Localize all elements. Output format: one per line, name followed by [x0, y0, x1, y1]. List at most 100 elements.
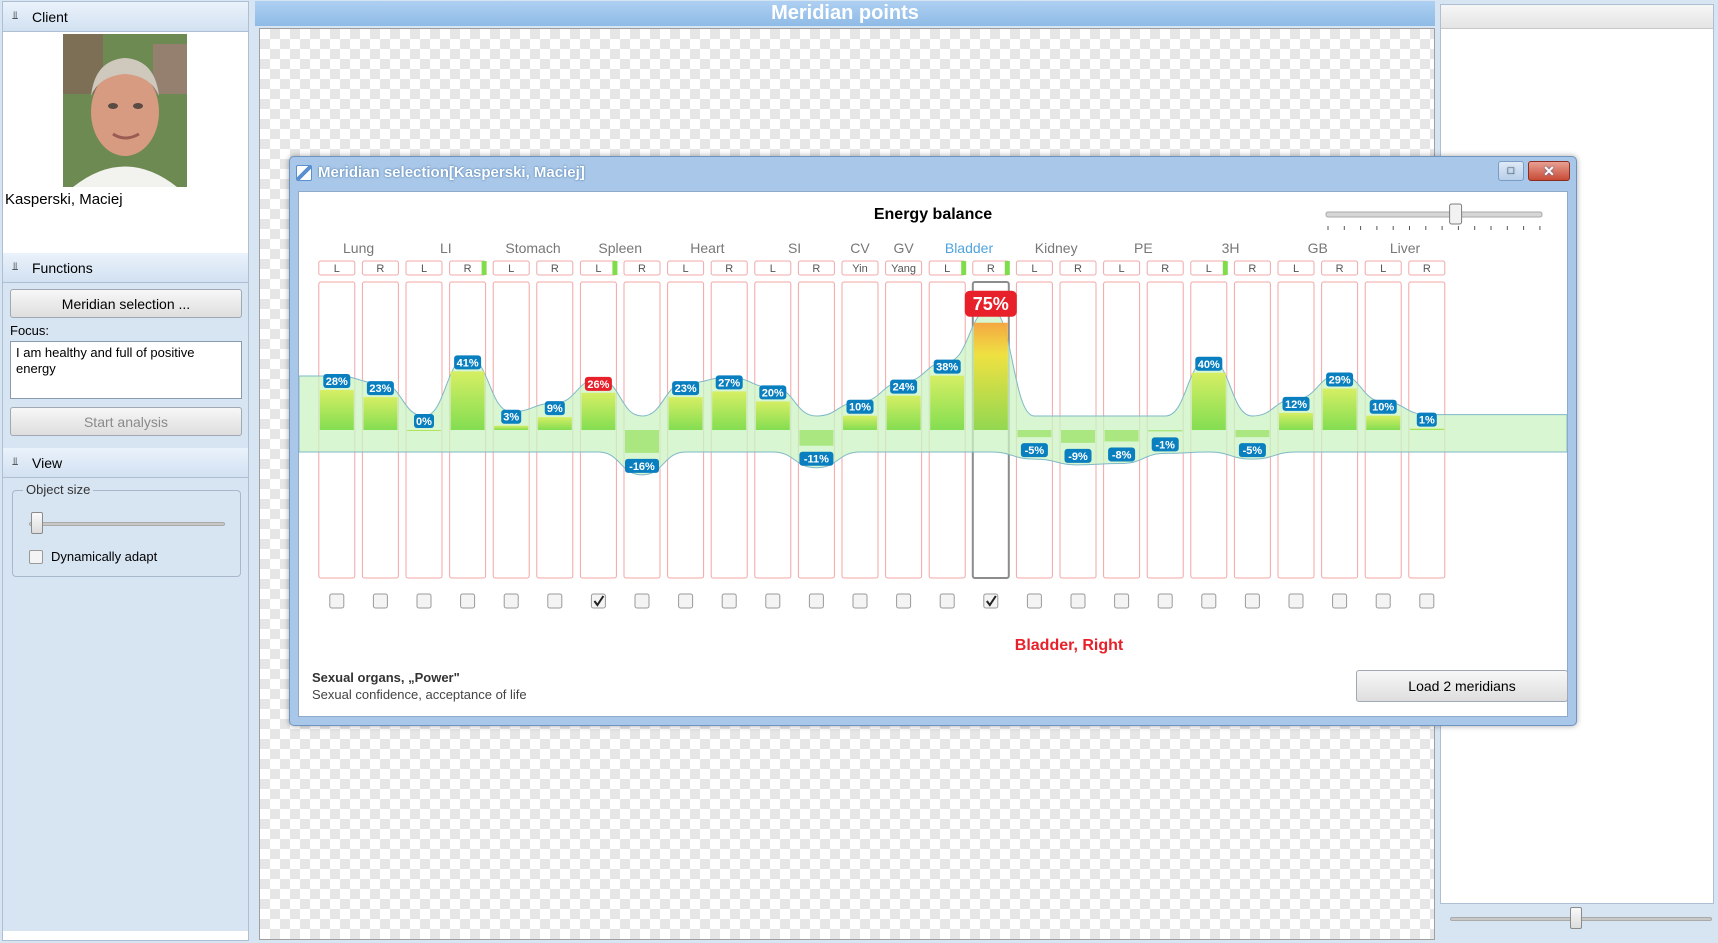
energy-bar — [843, 415, 877, 430]
meridian-name-si: SI — [788, 240, 801, 256]
meridian-checkbox[interactable] — [1114, 593, 1130, 609]
side-tag-l: L — [421, 263, 427, 275]
meridian-checkbox[interactable] — [896, 593, 912, 609]
focus-label: Focus: — [10, 323, 50, 338]
side-tag-box — [1146, 260, 1184, 276]
client-section-header[interactable]: ⫫ Client — [3, 2, 248, 32]
energy-bar — [886, 395, 921, 430]
meridian-checkbox[interactable] — [634, 593, 650, 609]
meridian-checkbox[interactable] — [1157, 593, 1173, 609]
value-label: 3% — [503, 412, 519, 424]
value-label: 24% — [893, 382, 915, 394]
energy-bar — [407, 430, 441, 431]
meridian-checkbox[interactable] — [547, 593, 563, 609]
value-label-bg — [1151, 437, 1179, 452]
energy-bar — [1366, 415, 1401, 430]
value-label: 23% — [675, 383, 697, 395]
value-label: -9% — [1068, 451, 1088, 463]
functions-body: Meridian selection ... Focus: I am healt… — [3, 283, 248, 448]
meridian-selection-button[interactable]: Meridian selection ... — [10, 289, 242, 318]
meridian-checkbox[interactable] — [460, 593, 476, 609]
meridian-checkbox[interactable] — [939, 593, 955, 609]
load-meridians-button[interactable]: Load 2 meridians — [1356, 670, 1568, 702]
object-size-slider-track[interactable] — [29, 522, 225, 526]
energy-bar — [973, 322, 1008, 430]
value-label: -5% — [1025, 445, 1045, 457]
pen-icon — [296, 164, 312, 181]
object-size-label: Object size — [23, 482, 94, 497]
focus-textarea[interactable]: I am healthy and full of positive energy — [10, 341, 242, 399]
side-tag-yang: Yang — [891, 263, 916, 275]
side-tag-l: L — [944, 263, 950, 275]
energy-bar — [625, 430, 659, 453]
side-tag-r: R — [987, 263, 995, 275]
side-tag-indicator — [1222, 261, 1228, 275]
side-tag-box — [1408, 260, 1446, 276]
meridian-checkbox[interactable] — [721, 593, 737, 609]
view-body: Object size Dynamically adapt — [3, 478, 248, 931]
side-tag-box — [623, 260, 661, 276]
balance-slider[interactable] — [1320, 202, 1552, 238]
meridian-name-gv: GV — [893, 240, 914, 256]
energy-bar — [930, 375, 965, 430]
value-label-bg — [501, 409, 522, 424]
client-photo — [63, 34, 187, 187]
side-tag-box — [492, 260, 530, 276]
meridian-checkbox[interactable] — [765, 593, 781, 609]
value-label: 41% — [457, 357, 479, 369]
meridian-checkbox[interactable] — [1375, 593, 1391, 609]
chevron-collapse-icon[interactable]: ⫫ — [12, 10, 19, 22]
value-label-bg — [414, 414, 434, 428]
selected-meridian-label: Bladder, Right — [1014, 637, 1124, 654]
object-size-slider-thumb[interactable] — [31, 512, 43, 534]
energy-bar — [755, 401, 790, 430]
value-label-bg — [1064, 448, 1092, 463]
maximize-icon[interactable]: □ — [1498, 161, 1524, 181]
side-tag-box — [1277, 260, 1315, 276]
chevron-collapse-icon[interactable]: ⫫ — [12, 261, 19, 273]
value-label-bg — [584, 376, 612, 391]
meridian-checkbox[interactable] — [1201, 593, 1217, 609]
view-section-header[interactable]: ⫫ View — [3, 448, 248, 478]
meridian-checkbox[interactable] — [1332, 593, 1348, 609]
dynamically-adapt-checkbox[interactable] — [29, 549, 43, 564]
value-label: 29% — [1329, 375, 1351, 387]
meridian-checkbox[interactable] — [1026, 593, 1042, 609]
side-tag-box — [1059, 260, 1097, 276]
meridian-name-cv: CV — [850, 240, 870, 256]
dynamically-adapt-row[interactable]: Dynamically adapt — [29, 549, 157, 564]
start-analysis-button[interactable]: Start analysis — [10, 407, 242, 436]
dialog-title: Meridian selection[Kasperski, Maciej] — [318, 164, 585, 181]
meridian-checkbox[interactable] — [1419, 593, 1435, 609]
value-label: 38% — [936, 362, 958, 374]
side-tag-indicator — [961, 261, 967, 275]
meridian-checkbox[interactable] — [329, 593, 345, 609]
meridian-checkbox[interactable] — [372, 593, 388, 609]
balance-slider-track[interactable] — [1325, 211, 1543, 218]
side-tag-l: L — [508, 263, 514, 275]
functions-section-header[interactable]: ⫫ Functions — [3, 253, 248, 283]
side-tag-box — [1233, 260, 1271, 276]
meridian-checkbox[interactable] — [416, 593, 432, 609]
dialog-titlebar[interactable]: Meridian selection[Kasperski, Maciej] □ … — [294, 160, 1572, 185]
meridian-checkbox[interactable] — [503, 593, 519, 609]
left-panel: ⫫ Client Kasperski, Maciej ⫫ Functions M… — [2, 1, 249, 941]
side-tag-box — [885, 260, 923, 276]
energy-bar — [1235, 430, 1270, 438]
balance-slider-thumb[interactable] — [1449, 203, 1463, 225]
value-label-bg — [964, 290, 1017, 317]
dialog-body: Energy balance Lung LI Stomach Spleen Heart S… — [298, 191, 1568, 717]
meridian-checkbox[interactable] — [1288, 593, 1304, 609]
meridian-checkbox[interactable] — [1070, 593, 1086, 609]
side-tag-r: R — [725, 263, 733, 275]
chevron-collapse-icon[interactable]: ⫫ — [12, 456, 19, 468]
meridian-checkbox[interactable] — [852, 593, 868, 609]
meridian-checkbox[interactable] — [1244, 593, 1260, 609]
close-icon[interactable]: ✕ — [1528, 161, 1570, 181]
client-header-label: Client — [32, 8, 68, 25]
meridian-name-lung: Lung — [343, 240, 374, 256]
meridian-checkbox[interactable] — [808, 593, 824, 609]
meridian-checkbox[interactable] — [678, 593, 694, 609]
right-slider-thumb[interactable] — [1570, 907, 1582, 929]
meridian-selection-dialog: Meridian selection[Kasperski, Maciej] □ … — [289, 156, 1577, 726]
